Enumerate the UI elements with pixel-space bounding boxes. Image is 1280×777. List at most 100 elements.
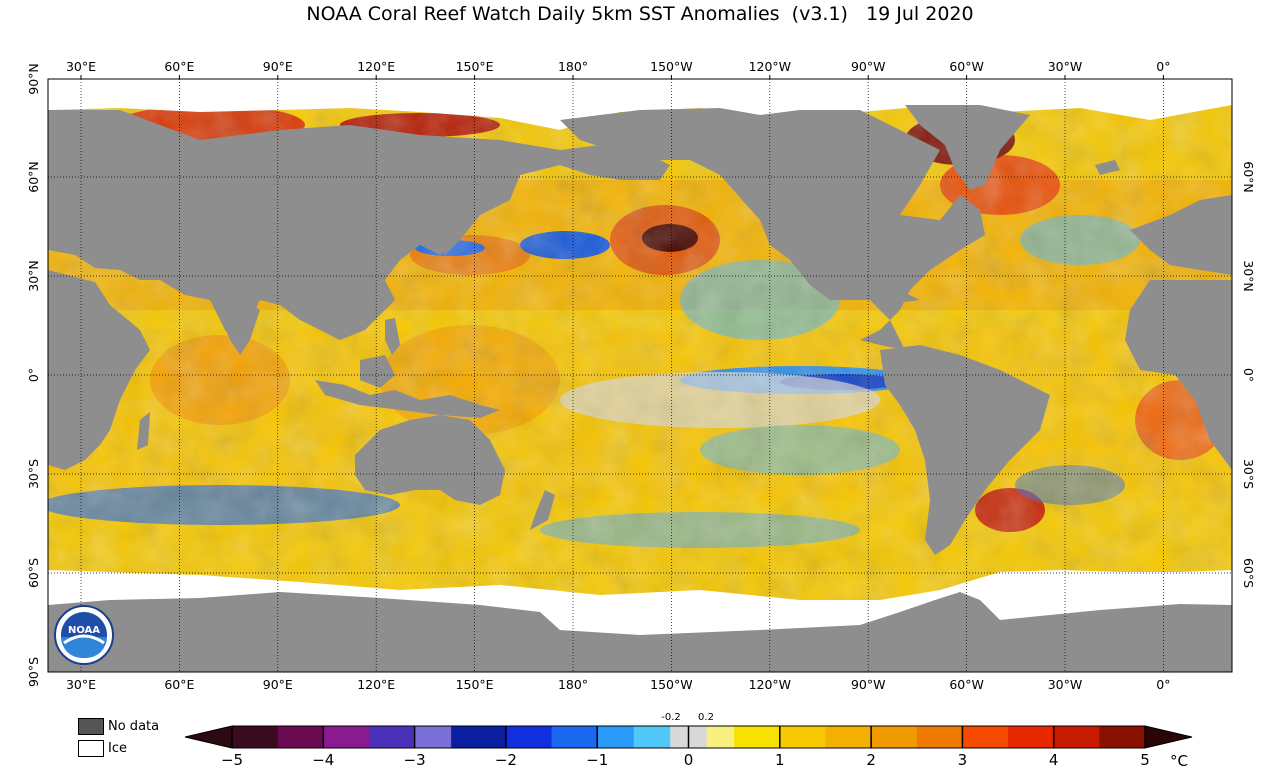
colorbar-neutral-low: -0.2 [661,712,681,723]
colorbar-tick-label: −4 [312,751,334,769]
colorbar-cell [551,726,598,748]
lat-tick-label: 0° [26,368,41,382]
lon-tick-label: 30°W [1048,59,1083,74]
lon-tick-label: 90°W [851,59,886,74]
colorbar-cell [414,726,452,748]
europe-landmass [1130,195,1232,275]
no-data-label: No data [108,719,160,734]
colorbar-cell [1008,726,1055,748]
africa-landmass [48,270,150,470]
colorbar-cell [633,726,671,748]
colorbar-neutral-high: 0.2 [698,712,714,723]
colorbar-tick-label: −2 [495,751,517,769]
new-zealand [530,490,555,530]
colorbar-tick-label: −5 [221,751,243,769]
japan [440,205,470,255]
lon-tick-label: 30°W [1048,677,1083,692]
colorbar-cell [451,726,507,748]
greenland [905,105,1030,190]
lon-tick-label: 90°W [851,677,886,692]
arctic-ice [48,79,1232,130]
colorbar-tick-label: 0 [684,751,694,769]
colorbar-cell [368,726,416,748]
longitude-labels-top: 30°E 60°E 90°E 120°E 150°E 180° 150°W 120°W 90°W… [66,59,1171,74]
colorbar-tick-label: 5 [1140,751,1150,769]
colorbar-cell [670,726,708,748]
caribbean-islands [880,290,920,302]
lon-tick-label: 90°E [263,677,293,692]
madagascar [137,412,150,450]
lon-tick-label: 60°E [164,59,194,74]
lon-tick-label: 120°W [749,677,791,692]
colorbar-high-arrow [1144,725,1193,749]
north-america-landmass [560,108,985,350]
colorbar-cell [1099,726,1146,748]
lat-tick-label: 90°S [26,657,41,687]
lat-tick-label: 60°N [26,161,41,193]
lat-tick-label: 30°N [26,260,41,292]
lat-tick-label: 30°S [1241,459,1256,489]
ice-swatch [78,740,104,757]
lat-tick-label: 30°N [1241,260,1256,292]
colorbar-cell [825,726,872,748]
lon-tick-label: 180° [558,677,588,692]
colorbar-cell [962,726,1009,748]
iceland [1095,160,1120,175]
west-africa-landmass [1125,280,1232,470]
lat-tick-label: 30°S [26,459,41,489]
colorbar-cell [277,726,324,748]
lon-tick-label: 60°E [164,677,194,692]
sst-anomaly-map: 30°E 60°E 90°E 120°E 150°E 180° 150°W 120°W 90°W… [26,59,1256,692]
colorbar-cell [232,726,279,748]
no-data-swatch [78,718,104,735]
eurasia-landmass [48,110,670,350]
colorbar-tick-label: 3 [958,751,968,769]
philippines [385,318,400,355]
antarctica-landmass [48,592,1232,672]
lon-tick-label: 90°E [263,59,293,74]
map-frame [47,78,1233,673]
lon-tick-label: 150°E [456,677,494,692]
lon-tick-label: 120°E [357,59,395,74]
lon-tick-label: 30°E [66,677,96,692]
colorbar-cell [706,726,735,748]
southeast-asia-islands [315,380,500,418]
lon-tick-label: 60°W [949,677,984,692]
colorbar-cell [1053,726,1100,748]
colorbar-low-arrow [184,725,233,749]
lon-tick-label: 0° [1156,59,1170,74]
colorbar-unit: °C [1170,752,1188,770]
south-america-landmass [880,345,1050,555]
lon-tick-label: 150°W [650,59,692,74]
noaa-logo: NOAA [54,605,114,665]
lat-tick-label: 90°N [26,63,41,95]
lon-tick-label: 60°W [949,59,984,74]
lat-tick-label: 60°S [26,558,41,588]
colorbar-cell [871,726,918,748]
ice-label: Ice [108,741,127,756]
borneo [360,355,395,388]
lat-tick-label: 60°S [1241,558,1256,588]
lon-tick-label: 0° [1156,677,1170,692]
lon-tick-label: 120°W [749,59,791,74]
colorbar-tick-label: −1 [586,751,608,769]
longitude-labels-bottom: 30°E 60°E 90°E 120°E 150°E 180° 150°W 120°W 90°W… [66,677,1171,692]
map-title: NOAA Coral Reef Watch Daily 5km SST Anom… [306,3,974,25]
colorbar-cell [323,726,370,748]
colorbar-tick-label: 2 [866,751,876,769]
lon-tick-label: 180° [558,59,588,74]
lat-tick-label: 60°N [1241,161,1256,193]
lon-tick-label: 150°W [650,677,692,692]
latitude-labels-right: 60°N 30°N 0° 30°S 60°S [1241,161,1256,588]
colorbar-cell [734,726,781,748]
lon-tick-label: 30°E [66,59,96,74]
noaa-logo-text: NOAA [67,625,101,636]
colorbar-cell [779,726,826,748]
colorbar-cell [916,726,963,748]
colorbar-outline [231,725,1146,749]
colorbar-cell [597,726,635,748]
graticule [48,75,1232,672]
colorbar-tick-label: 1 [775,751,785,769]
colorbar-tick-label: 4 [1049,751,1059,769]
india-landmass [215,300,260,355]
